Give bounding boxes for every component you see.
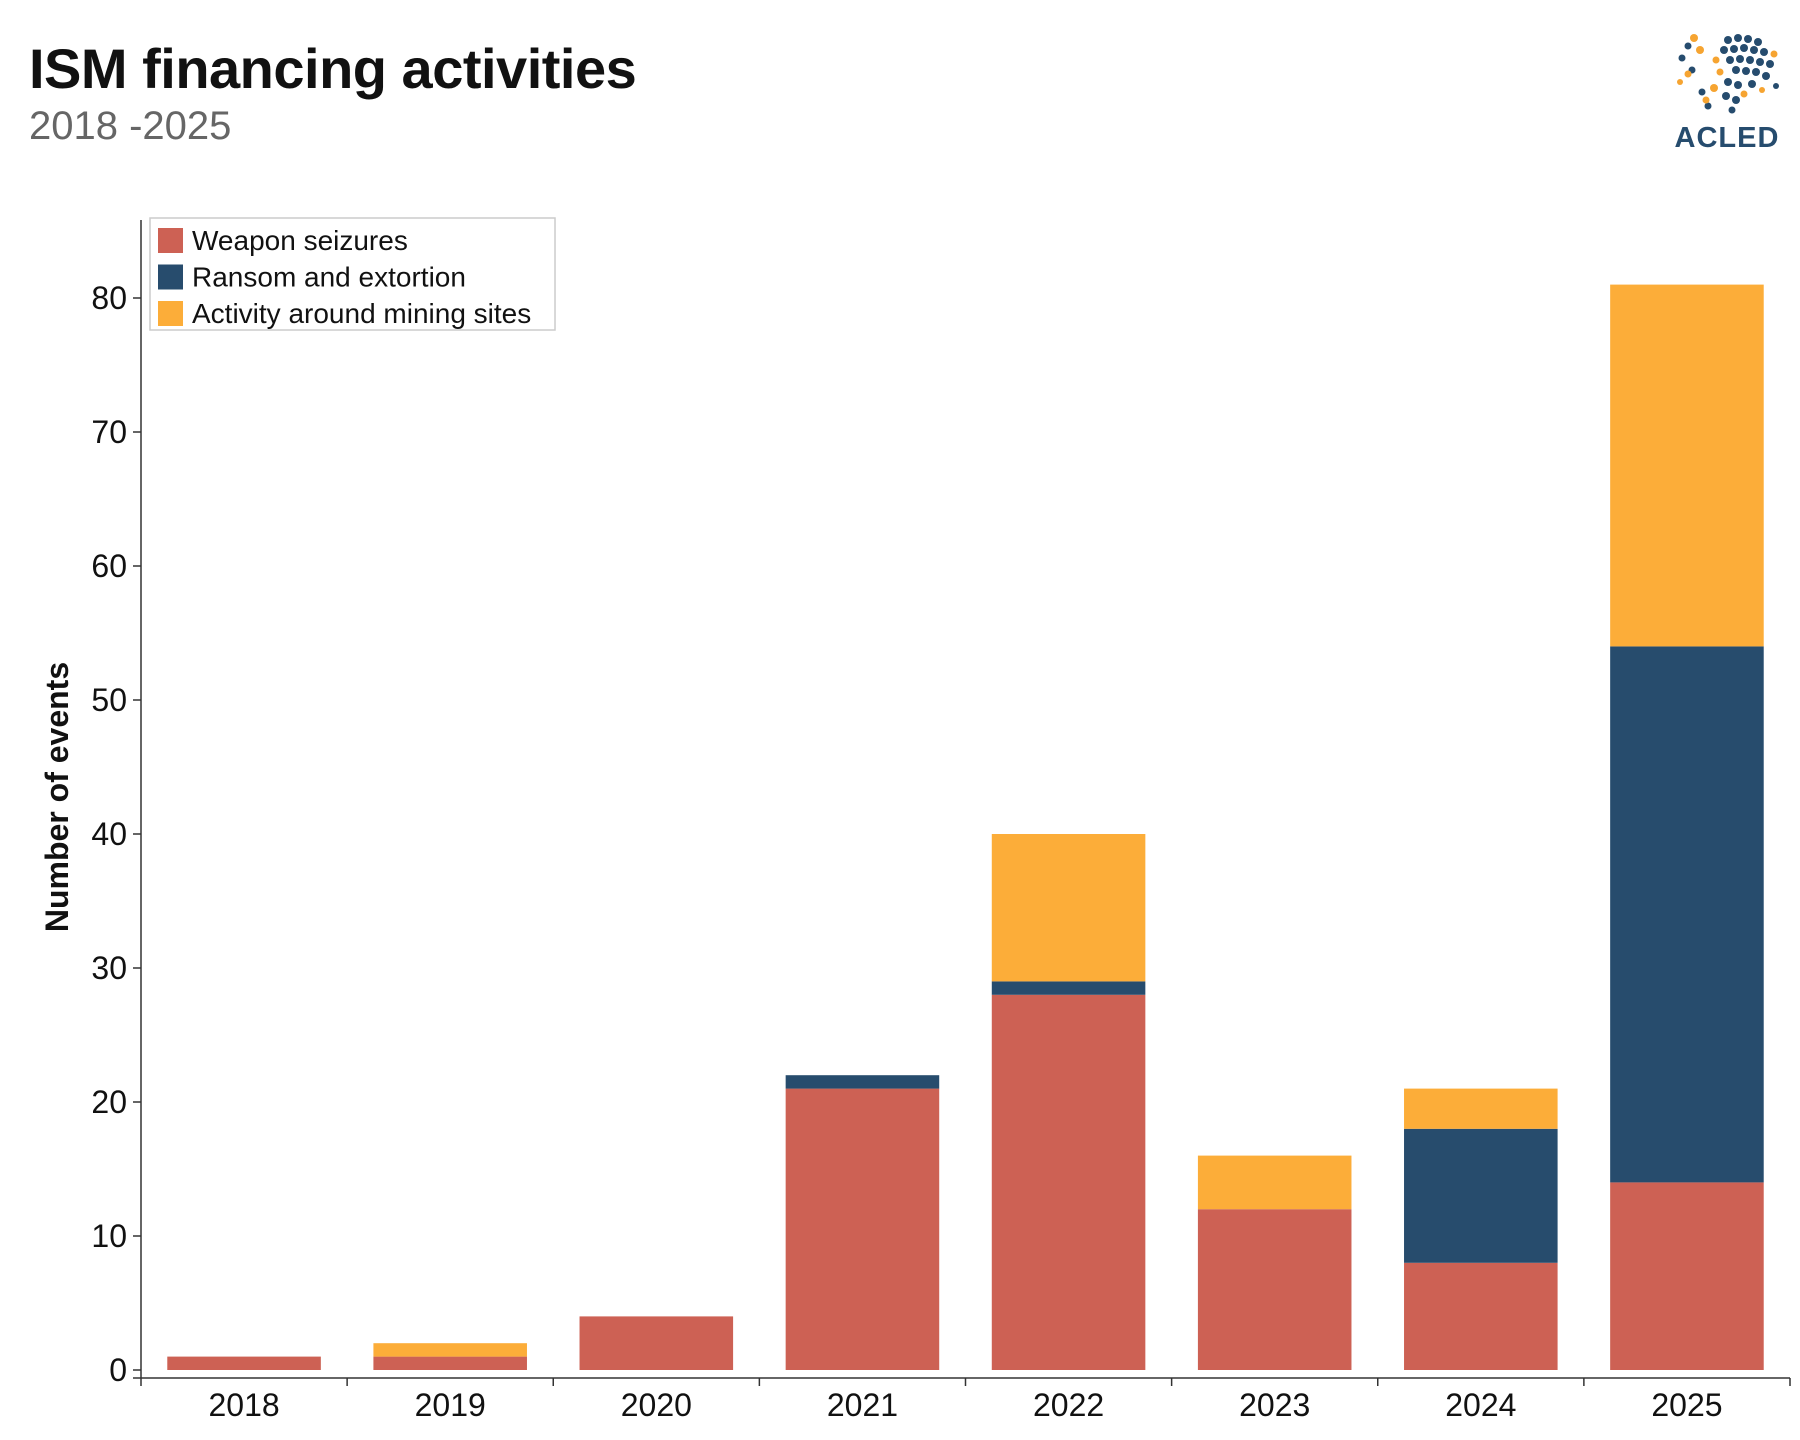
x-tick-label: 2021	[827, 1387, 898, 1423]
acled-logo: ACLED	[1668, 30, 1786, 160]
x-tick-label: 2019	[415, 1387, 486, 1423]
x-axis: 2018 2019 2020 2021 2022 2023 2024 2025	[133, 1377, 1791, 1423]
x-tick-label: 2025	[1651, 1387, 1722, 1423]
y-tick-label: 40	[91, 816, 127, 852]
bar-segment-2025-s1	[1610, 646, 1764, 1183]
bar-segment-2022-s1	[991, 981, 1146, 995]
bar-segment-2025-s0	[1610, 1182, 1764, 1370]
y-tick-label: 60	[91, 548, 127, 584]
x-tick-label: 2024	[1445, 1387, 1516, 1423]
bar-segment-2024-s2	[1404, 1088, 1558, 1129]
bar-segment-2024-s1	[1404, 1128, 1558, 1263]
bar-segment-2021-s0	[785, 1088, 940, 1370]
x-tick-label: 2023	[1239, 1387, 1310, 1423]
x-tick-label: 2022	[1033, 1387, 1104, 1423]
bars	[167, 284, 1764, 1370]
x-tick-label: 2018	[208, 1387, 279, 1423]
y-tick-label: 50	[91, 682, 127, 718]
y-tick-label: 30	[91, 950, 127, 986]
bar-segment-2021-s1	[785, 1075, 940, 1089]
legend-swatch	[158, 301, 183, 326]
chart-subtitle: 2018 -2025	[29, 104, 232, 148]
y-axis-title: Number of events	[39, 662, 75, 932]
bar-segment-2019-s0	[373, 1356, 527, 1370]
bar-segment-2025-s2	[1610, 284, 1764, 647]
legend-label: Weapon seizures	[192, 225, 408, 256]
legend-label: Activity around mining sites	[192, 298, 531, 329]
y-tick-label: 0	[109, 1352, 127, 1388]
legend-label: Ransom and extortion	[192, 262, 466, 293]
logo-text: ACLED	[1674, 122, 1780, 154]
globe-map-icon	[1677, 34, 1779, 114]
bar-segment-2024-s0	[1404, 1262, 1558, 1370]
bar-segment-2018-s0	[167, 1356, 321, 1370]
y-axis: 0 10 20 30 40 50 60 70 80	[91, 220, 142, 1388]
legend-swatch	[158, 228, 183, 253]
bar-segment-2022-s0	[991, 994, 1146, 1370]
bar-segment-2023-s0	[1197, 1209, 1352, 1370]
bar-segment-2020-s0	[579, 1316, 734, 1370]
chart-title: ISM financing activities	[29, 37, 637, 100]
y-tick-label: 20	[91, 1084, 127, 1120]
legend-swatch	[158, 264, 183, 290]
bar-segment-2019-s2	[373, 1343, 527, 1357]
legend: Weapon seizures Ransom and extortion Activ…	[149, 217, 556, 331]
y-tick-label: 80	[91, 280, 127, 316]
legend-box	[149, 217, 556, 331]
y-tick-label: 70	[91, 414, 127, 450]
bar-segment-2022-s2	[991, 834, 1146, 982]
y-tick-label: 10	[91, 1218, 127, 1254]
bar-segment-2023-s2	[1197, 1155, 1352, 1210]
x-tick-label: 2020	[621, 1387, 692, 1423]
